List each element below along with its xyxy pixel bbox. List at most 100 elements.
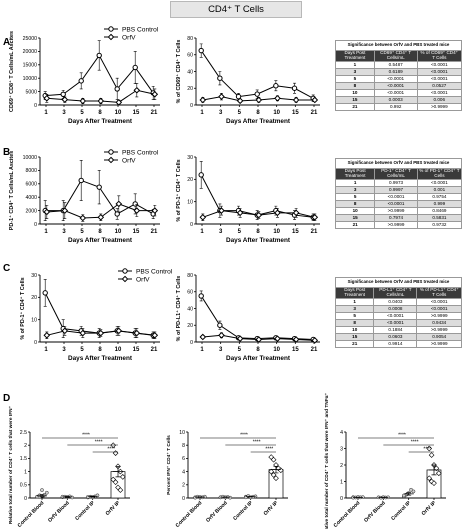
table-cell: <0.0001 [416, 298, 462, 307]
x-tick-label-b1-2: 5 [80, 229, 84, 235]
series-c1-pbs [42, 279, 156, 339]
table-cell: >0.9999 [416, 326, 462, 335]
data-point-b1-1-2 [79, 214, 87, 222]
sig-stars-d2-2: **** [265, 447, 273, 453]
group-d1-3 [110, 442, 126, 499]
x-tick-label-b2-0: 1 [200, 229, 204, 235]
data-point-b2-1-3 [255, 211, 263, 219]
data-point-b2-1-6 [311, 213, 319, 221]
x-tick-label-d3-3: OrfV IP [421, 500, 438, 517]
data-point-c2-1-2 [236, 335, 244, 342]
table-cell: 8 [334, 319, 375, 328]
x-tick-label-a1-2: 5 [80, 110, 84, 116]
data-point-c2-1-0 [199, 333, 207, 341]
data-point-b2-0-0 [198, 172, 204, 178]
table-cell: 0.9754 [416, 193, 463, 202]
x-tick-label-b1-6: 21 [151, 229, 158, 235]
data-point-b1-0-4 [114, 211, 120, 217]
dot-d2-0-4 [202, 494, 207, 499]
data-point-c2-1-6 [311, 337, 319, 344]
series-c1-orfv [43, 326, 159, 339]
data-point-a2-0-4 [273, 83, 279, 89]
y-tick-label-c1-0: 0 [34, 340, 37, 346]
x-tick-label-c2-5: 15 [292, 347, 299, 353]
y-tick-label-b2-0: 0 [190, 222, 193, 228]
table-header-1: PD-L1⁺ CD4⁺ T Cells/mL [373, 286, 418, 300]
series-a1-orfv [43, 83, 159, 106]
table-row: 3 0.9997 0.001 [334, 186, 463, 195]
table-cell: <0.0001 [373, 89, 418, 98]
table-row: 1 0.0403 <0.0001 [334, 298, 462, 307]
line-chart-b2: 0 10 20 30 1 3 5 8 10 15 21 Days After Treatment % o… [175, 155, 320, 244]
dot-d2-3-1 [270, 456, 277, 463]
group-d3-3 [426, 445, 442, 499]
x-tick-label-b1-5: 15 [133, 229, 140, 235]
data-point-c1-1-1 [61, 327, 69, 335]
table-row: 8 <0.0001 0.0527 [335, 82, 463, 91]
data-point-c2-1-1 [218, 331, 225, 339]
y-tick-label-d3-3: 3 [340, 446, 343, 452]
y-tick-label-a1-1: 5000 [25, 89, 37, 95]
data-point-a2-0-3 [254, 91, 260, 97]
table-row: 5 <0.0001 0.9754 [334, 193, 463, 202]
legend-label-c1-1: OrfV [136, 276, 150, 283]
table-cell: <0.0001 [373, 319, 418, 328]
x-tick-label-a1-1: 3 [62, 110, 66, 116]
y-tick-label-c1-1: 10 [31, 317, 37, 323]
table-cell: <0.0001 [416, 179, 463, 188]
data-point-a1-1-4 [115, 99, 123, 106]
table-cell: 1 [335, 61, 375, 70]
data-point-a2-1-1 [218, 93, 225, 100]
table-row: 15 0.7974 0.5831 [334, 214, 463, 223]
figure-title: CD4⁺ T Cells [170, 1, 302, 18]
y-tick-label-d2-3: 6 [182, 456, 185, 462]
x-tick-label-a1-6: 21 [151, 110, 158, 116]
data-point-c2-1-4 [274, 335, 281, 342]
y-axis-label-d3: Relative total number of CD4⁺ T cells th… [324, 392, 330, 529]
x-tick-label-b2-4: 10 [273, 229, 280, 235]
x-tick-label-c2-3: 8 [256, 347, 260, 353]
table-cell: <0.0001 [374, 200, 418, 209]
dot-d2-1-4 [228, 495, 232, 500]
data-point-a2-1-5 [292, 96, 300, 104]
group-d2-2 [244, 494, 258, 500]
x-tick-label-c1-3: 8 [98, 347, 102, 353]
table-cell: 15 [334, 214, 376, 223]
data-point-a1-0-4 [114, 86, 120, 92]
series-b2-orfv [199, 205, 319, 221]
y-tick-label-d1-3: 1.5 [20, 456, 27, 462]
x-tick-label-d2-3: OrfV IP [263, 500, 280, 517]
x-tick-label-b1-0: 1 [44, 229, 48, 235]
series-b1-orfv [43, 195, 159, 222]
x-tick-label-d1-3: OrfV IP [105, 500, 122, 517]
table-cell: 5 [334, 312, 375, 321]
table-cell: 0.001 [416, 186, 463, 195]
y-axis-label-c1: % of PD-1⁺ CD4⁺ T Cells [19, 277, 26, 339]
x-tick-label-b2-1: 3 [219, 229, 223, 235]
x-tick-label-d2-0: Control Blood [175, 500, 204, 529]
table-cell: 0.006 [416, 96, 463, 105]
y-tick-label-d2-1: 2 [182, 483, 185, 489]
dot-d1-0-4 [45, 490, 49, 495]
series-a1-pbs [42, 40, 156, 100]
significance-table-1: Significance between OrfV and PBS treate… [334, 158, 463, 230]
table-row: 21 >0.9999 0.9732 [334, 221, 463, 230]
x-tick-label-c1-1: 3 [62, 347, 66, 353]
y-axis-label-a2: % of CD69⁺ CD4⁺ T Cells [175, 40, 182, 104]
sig-stars-d3-1: **** [411, 440, 419, 446]
legend-marker-a1-0 [108, 26, 114, 32]
y-tick-label-b2-1: 10 [187, 199, 193, 205]
data-point-b1-1-5 [133, 207, 141, 214]
group-d2-0 [193, 494, 207, 500]
table-cell: 21 [335, 103, 375, 112]
table-row: 10 <0.0001 <0.0001 [335, 89, 463, 98]
x-tick-label-c1-2: 5 [80, 347, 84, 353]
table-cell: <0.0001 [373, 82, 418, 91]
table-cell: 0.5487 [373, 61, 418, 70]
data-point-b1-1-0 [43, 208, 51, 216]
table-cell: 15 [334, 333, 375, 342]
x-tick-label-c2-2: 5 [238, 347, 242, 353]
table-header-1: PD-1⁺ CD4⁺ T Cells/mL [374, 167, 418, 181]
legend-marker-b1-0 [108, 149, 114, 155]
data-point-a1-0-5 [132, 64, 138, 71]
